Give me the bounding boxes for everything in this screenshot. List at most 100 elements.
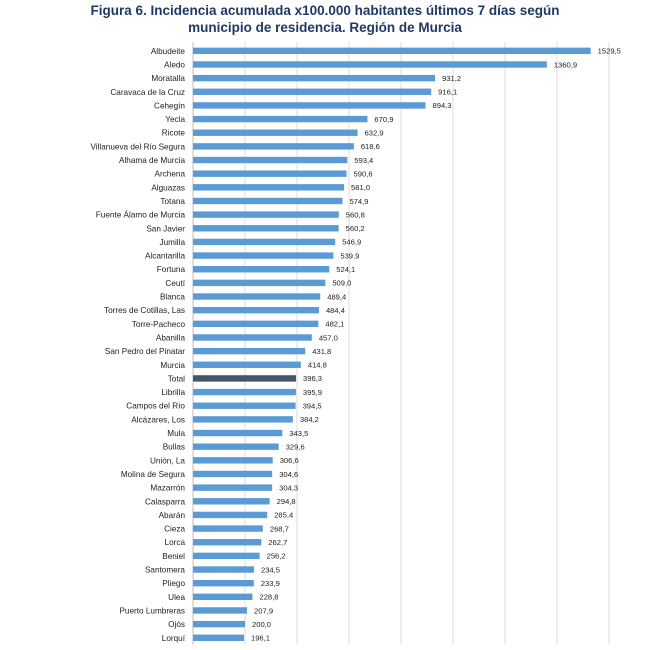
value-label: 482,1: [325, 320, 344, 329]
bar-26: [193, 388, 296, 396]
category-label: Yecla: [165, 115, 185, 124]
value-label: 233,9: [261, 579, 280, 588]
bar-32: [193, 470, 273, 478]
bar-11: [193, 184, 345, 191]
bar-24: [193, 361, 301, 368]
category-label: Unión, La: [150, 456, 185, 465]
value-label: 632,9: [365, 129, 384, 138]
value-label: 431,8: [312, 347, 331, 356]
value-label: 304,6: [279, 470, 298, 479]
category-label: Torres de Cotillas, Las: [104, 306, 185, 315]
bar-44: [193, 634, 244, 641]
category-label: Librilla: [161, 388, 185, 397]
bar-21: [193, 320, 319, 328]
value-label: 207,9: [254, 606, 273, 615]
value-label: 228,8: [259, 593, 278, 602]
bar-18: [193, 279, 326, 287]
bar-40: [193, 579, 254, 587]
value-label: 394,5: [303, 402, 322, 411]
category-label: Archena: [155, 170, 186, 179]
bar-20: [193, 306, 319, 314]
bar-28: [193, 416, 293, 423]
bar-9: [193, 156, 348, 164]
value-label: 546,9: [342, 238, 361, 247]
category-label: Lorquí: [162, 634, 186, 643]
chart-title: Figura 6. Incidencia acumulada x100.000 …: [0, 0, 650, 36]
bar-31: [193, 457, 273, 464]
chart-title-line1: Figura 6. Incidencia acumulada x100.000 …: [90, 3, 560, 18]
category-label: Bullas: [163, 443, 185, 452]
bar-30: [193, 443, 279, 450]
value-label: 234,5: [261, 565, 280, 574]
value-label: 414,8: [308, 361, 327, 370]
category-label: Cehegín: [154, 101, 185, 110]
bar-39: [193, 566, 254, 573]
value-label: 304,3: [279, 483, 298, 492]
category-label: Caravaca de la Cruz: [110, 88, 185, 97]
bar-8: [193, 143, 354, 150]
value-label: 590,6: [354, 169, 373, 178]
value-label: 256,2: [267, 552, 286, 561]
value-label: 285,4: [274, 511, 293, 520]
value-label: 384,2: [300, 415, 319, 424]
category-label: Fuente Álamo de Murcia: [96, 210, 186, 220]
category-label: Jumilla: [160, 238, 186, 247]
bar-14: [193, 225, 339, 232]
category-label: Abarán: [159, 511, 186, 520]
value-label: 894,3: [433, 101, 452, 110]
bar-25: [193, 375, 297, 382]
value-label: 200,0: [252, 620, 271, 629]
bar-41: [193, 593, 253, 601]
value-label: 560,8: [346, 210, 365, 219]
category-label: Murcia: [160, 361, 185, 370]
category-label: Alcantarilla: [145, 252, 185, 261]
bar-15: [193, 238, 336, 246]
value-label: 1529,5: [598, 47, 621, 56]
bar-2: [193, 61, 547, 68]
category-label: Campos del Río: [126, 402, 185, 411]
category-label: Villanueva del Río Segura: [90, 142, 185, 151]
bar-42: [193, 607, 248, 614]
bar-38: [193, 552, 260, 560]
bar-34: [193, 498, 270, 505]
bar-3: [193, 74, 436, 82]
category-label: Alcázares, Los: [131, 415, 185, 424]
category-label: Abanilla: [156, 333, 186, 342]
category-label: Molina de Segura: [121, 470, 186, 479]
category-label: Alguazas: [151, 183, 185, 192]
value-label: 618,6: [361, 142, 380, 151]
category-label: Cieza: [164, 525, 185, 534]
value-label: 484,4: [326, 306, 345, 315]
bar-43: [193, 620, 245, 628]
value-label: 262,7: [268, 538, 287, 547]
value-label: 593,4: [354, 156, 373, 165]
category-label: Ricote: [162, 129, 186, 138]
bar-23: [193, 347, 306, 355]
category-label: Lorca: [165, 538, 186, 547]
bars: [193, 47, 591, 641]
category-label: Calasparra: [145, 497, 185, 506]
category-label: Total: [168, 374, 185, 383]
category-label: Mazarrón: [150, 484, 185, 493]
category-label: Moratalla: [151, 74, 185, 83]
value-label: 539,9: [340, 251, 359, 260]
category-label: Totana: [160, 197, 185, 206]
bar-36: [193, 525, 263, 532]
value-label: 294,8: [277, 497, 296, 506]
value-labels: 1529,5 1360,9 931,2 916,1 894,3 670,9 632,9 618…: [251, 47, 621, 643]
value-label: 560,2: [346, 224, 365, 233]
category-label: Blanca: [160, 293, 185, 302]
category-label: Ulea: [168, 593, 185, 602]
value-label: 670,9: [374, 115, 393, 124]
category-label: Albudeite: [151, 47, 186, 56]
value-label: 343,5: [289, 429, 308, 438]
bar-22: [193, 334, 312, 341]
value-label: 268,7: [270, 524, 289, 533]
bar-37: [193, 539, 262, 546]
category-labels: Albudeite Aledo Moratalla Caravaca de la Cr…: [90, 47, 185, 643]
value-label: 581,0: [351, 183, 370, 192]
value-label: 457,0: [319, 333, 338, 342]
bar-17: [193, 266, 330, 273]
category-label: Fortuna: [157, 265, 186, 274]
